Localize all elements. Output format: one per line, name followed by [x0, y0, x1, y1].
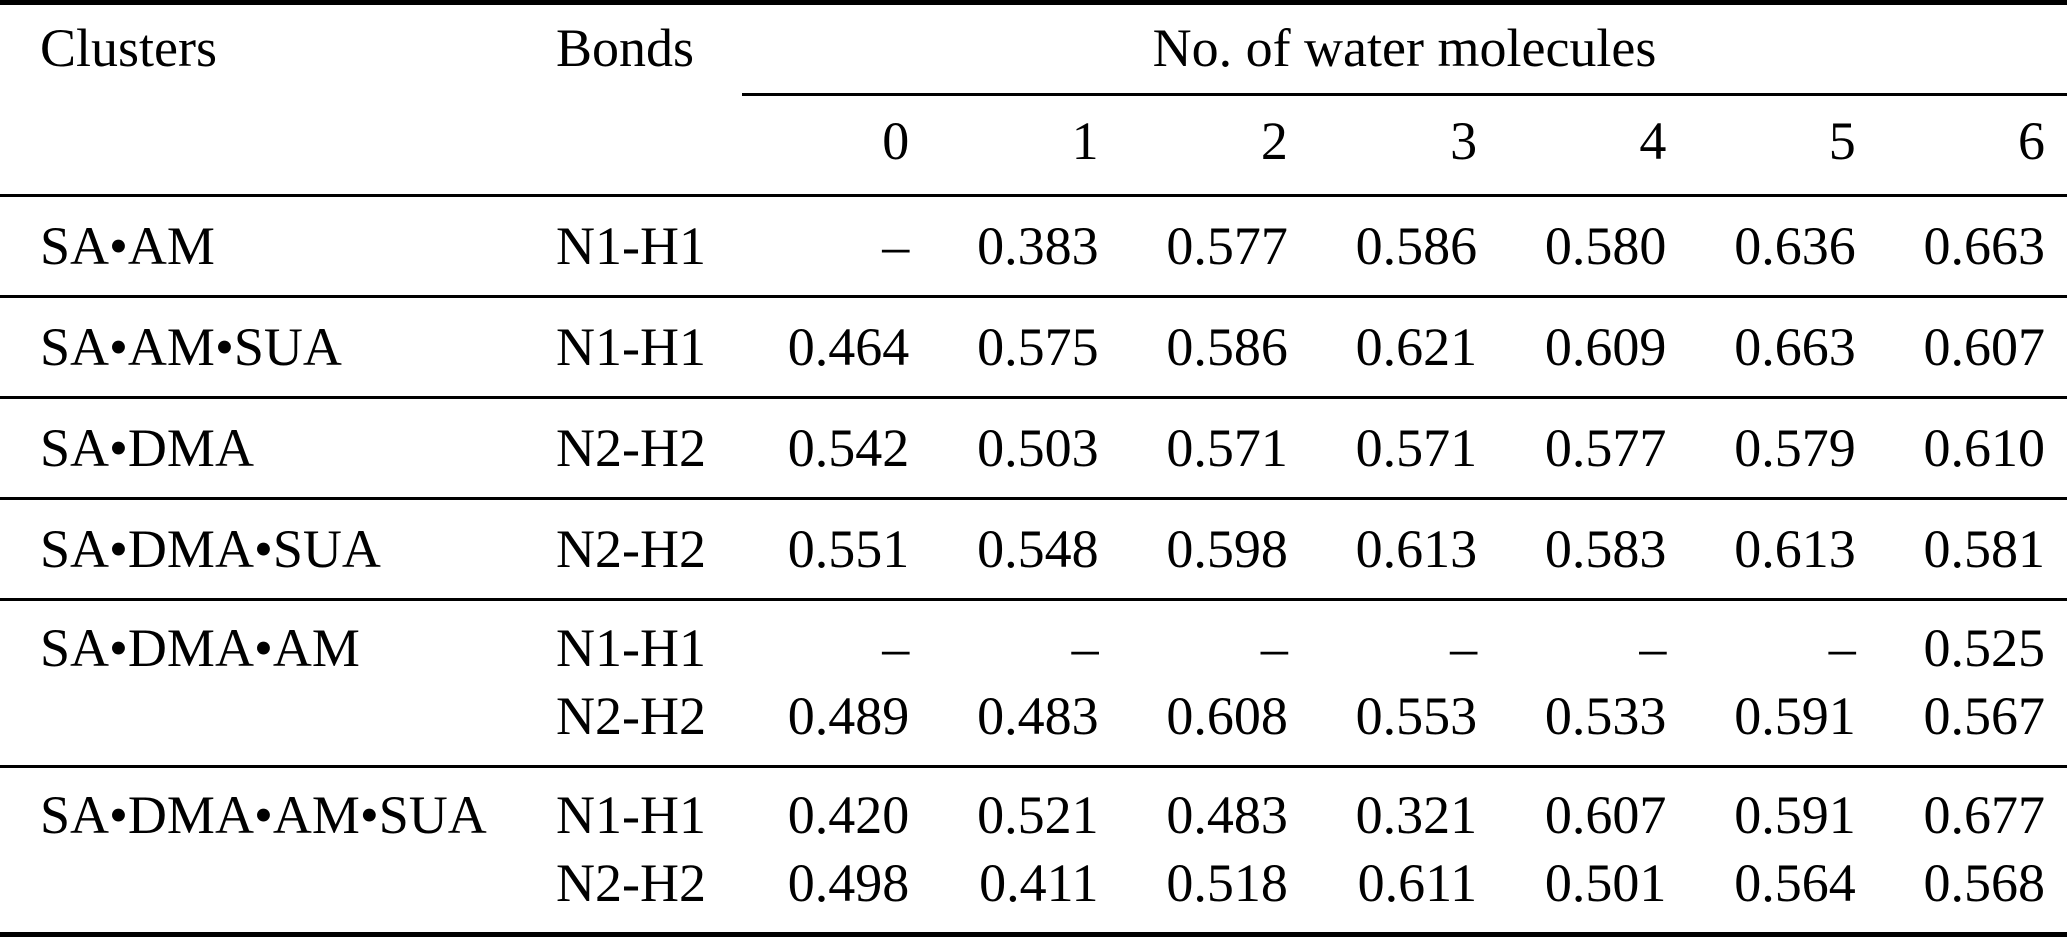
header-row-top: Clusters Bonds No. of water molecules [0, 2, 2067, 96]
value-cell: 0.501 [1544, 853, 1667, 913]
value-cell: 0.498 [787, 853, 910, 913]
bond-label: N2-H2 [556, 519, 706, 579]
group-sa-dma-sua: SA•DMA•SUA N2-H2 0.551 0.548 0.598 0.613… [0, 498, 2067, 600]
cluster-name: SA•DMA•AM [40, 618, 360, 678]
table-row: N2-H2 0.489 0.483 0.608 0.553 0.533 0.59… [0, 682, 2067, 767]
value-cell: 0.608 [1166, 686, 1288, 746]
value-cell: – [1639, 618, 1667, 678]
water-count-header-2: 2 [1260, 111, 1288, 171]
cluster-name: SA•AM•SUA [40, 317, 342, 377]
group-sa-am: SA•AM N1-H1 – 0.383 0.577 0.586 0.580 0.… [0, 195, 2067, 297]
value-cell: 0.542 [787, 418, 910, 478]
cluster-name: SA•DMA [40, 418, 254, 478]
value-cell: 0.483 [1166, 785, 1288, 845]
value-cell: – [1450, 618, 1478, 678]
value-cell: 0.411 [979, 853, 1099, 913]
value-cell: 0.521 [977, 785, 1099, 845]
value-cell: 0.553 [1355, 686, 1478, 746]
value-cell: 0.607 [1923, 317, 2046, 377]
value-cell: 0.591 [1734, 785, 1856, 845]
header-row-water-counts: 0 1 2 3 4 5 6 [0, 95, 2067, 196]
table-row: SA•AM•SUA N1-H1 0.464 0.575 0.586 0.621 … [0, 297, 2067, 398]
value-cell: 0.583 [1544, 519, 1667, 579]
value-cell: 0.610 [1923, 418, 2046, 478]
bond-label: N2-H2 [556, 686, 706, 746]
water-count-header-3: 3 [1450, 111, 1478, 171]
table-row: SA•DMA•AM N1-H1 – – – – – – 0.525 [0, 600, 2067, 683]
value-cell: 0.613 [1734, 519, 1856, 579]
group-sa-dma-am-sua: SA•DMA•AM•SUA N1-H1 0.420 0.521 0.483 0.… [0, 766, 2067, 935]
column-header-clusters: Clusters [40, 18, 218, 78]
value-cell: 0.607 [1544, 785, 1667, 845]
value-cell: 0.611 [1357, 853, 1478, 913]
value-cell: 0.586 [1166, 317, 1288, 377]
value-cell: 0.609 [1544, 317, 1667, 377]
water-count-header-5: 5 [1828, 111, 1856, 171]
value-cell: 0.575 [977, 317, 1099, 377]
bond-label: N1-H1 [556, 785, 706, 845]
value-cell: 0.613 [1355, 519, 1478, 579]
value-cell: 0.489 [787, 686, 910, 746]
value-cell: 0.663 [1923, 216, 2046, 276]
value-cell: 0.636 [1734, 216, 1856, 276]
table-header: Clusters Bonds No. of water molecules 0 … [0, 2, 2067, 196]
value-cell: 0.581 [1923, 519, 2046, 579]
value-cell: 0.383 [977, 216, 1099, 276]
value-cell: 0.518 [1166, 853, 1288, 913]
column-group-header-water-molecules: No. of water molecules [742, 2, 2067, 96]
group-sa-dma: SA•DMA N2-H2 0.542 0.503 0.571 0.571 0.5… [0, 397, 2067, 499]
value-cell: 0.567 [1923, 686, 2046, 746]
bond-label: N1-H1 [556, 216, 706, 276]
value-cell: 0.533 [1544, 686, 1667, 746]
water-count-header-0: 0 [882, 111, 910, 171]
value-cell: 0.464 [787, 317, 910, 377]
table-row: SA•DMA•AM•SUA N1-H1 0.420 0.521 0.483 0.… [0, 767, 2067, 850]
value-cell: 0.525 [1923, 618, 2046, 678]
group-sa-dma-am: SA•DMA•AM N1-H1 – – – – – – 0.525 N2-H2 … [0, 599, 2067, 767]
value-cell: 0.571 [1355, 418, 1478, 478]
value-cell: 0.564 [1734, 853, 1856, 913]
value-cell: 0.483 [977, 686, 1099, 746]
value-cell: – [882, 216, 910, 276]
bond-label: N2-H2 [556, 418, 706, 478]
table-row: SA•AM N1-H1 – 0.383 0.577 0.586 0.580 0.… [0, 196, 2067, 297]
value-cell: – [882, 618, 910, 678]
value-cell: 0.598 [1166, 519, 1288, 579]
value-cell: 0.663 [1734, 317, 1856, 377]
value-cell: 0.591 [1734, 686, 1856, 746]
value-cell: 0.577 [1166, 216, 1288, 276]
bond-label: N2-H2 [556, 853, 706, 913]
cluster-name: SA•AM [40, 216, 215, 276]
value-cell: 0.420 [787, 785, 910, 845]
table-row: N2-H2 0.498 0.411 0.518 0.611 0.501 0.56… [0, 849, 2067, 935]
table-row: SA•DMA•SUA N2-H2 0.551 0.548 0.598 0.613… [0, 499, 2067, 600]
bond-label: N1-H1 [556, 618, 706, 678]
cluster-name: SA•DMA•SUA [40, 519, 381, 579]
cluster-name: SA•DMA•AM•SUA [40, 785, 487, 845]
value-cell: 0.577 [1544, 418, 1667, 478]
group-sa-am-sua: SA•AM•SUA N1-H1 0.464 0.575 0.586 0.621 … [0, 296, 2067, 398]
value-cell: 0.551 [787, 519, 910, 579]
value-cell: 0.571 [1166, 418, 1288, 478]
value-cell: 0.586 [1355, 216, 1478, 276]
value-cell: 0.621 [1355, 317, 1478, 377]
column-header-bonds: Bonds [556, 18, 695, 78]
value-cell: 0.579 [1734, 418, 1856, 478]
bond-label: N1-H1 [556, 317, 706, 377]
table-row: SA•DMA N2-H2 0.542 0.503 0.571 0.571 0.5… [0, 398, 2067, 499]
value-cell: – [1260, 618, 1288, 678]
water-count-header-6: 6 [2018, 111, 2045, 171]
value-cell: 0.503 [977, 418, 1099, 478]
value-cell: 0.548 [977, 519, 1099, 579]
value-cell: 0.321 [1355, 785, 1478, 845]
value-cell: – [1828, 618, 1856, 678]
water-count-header-4: 4 [1639, 111, 1667, 171]
water-count-header-1: 1 [1071, 111, 1099, 171]
value-cell: 0.580 [1544, 216, 1667, 276]
value-cell: 0.677 [1923, 785, 2046, 845]
value-cell: 0.568 [1923, 853, 2046, 913]
value-cell: – [1071, 618, 1099, 678]
